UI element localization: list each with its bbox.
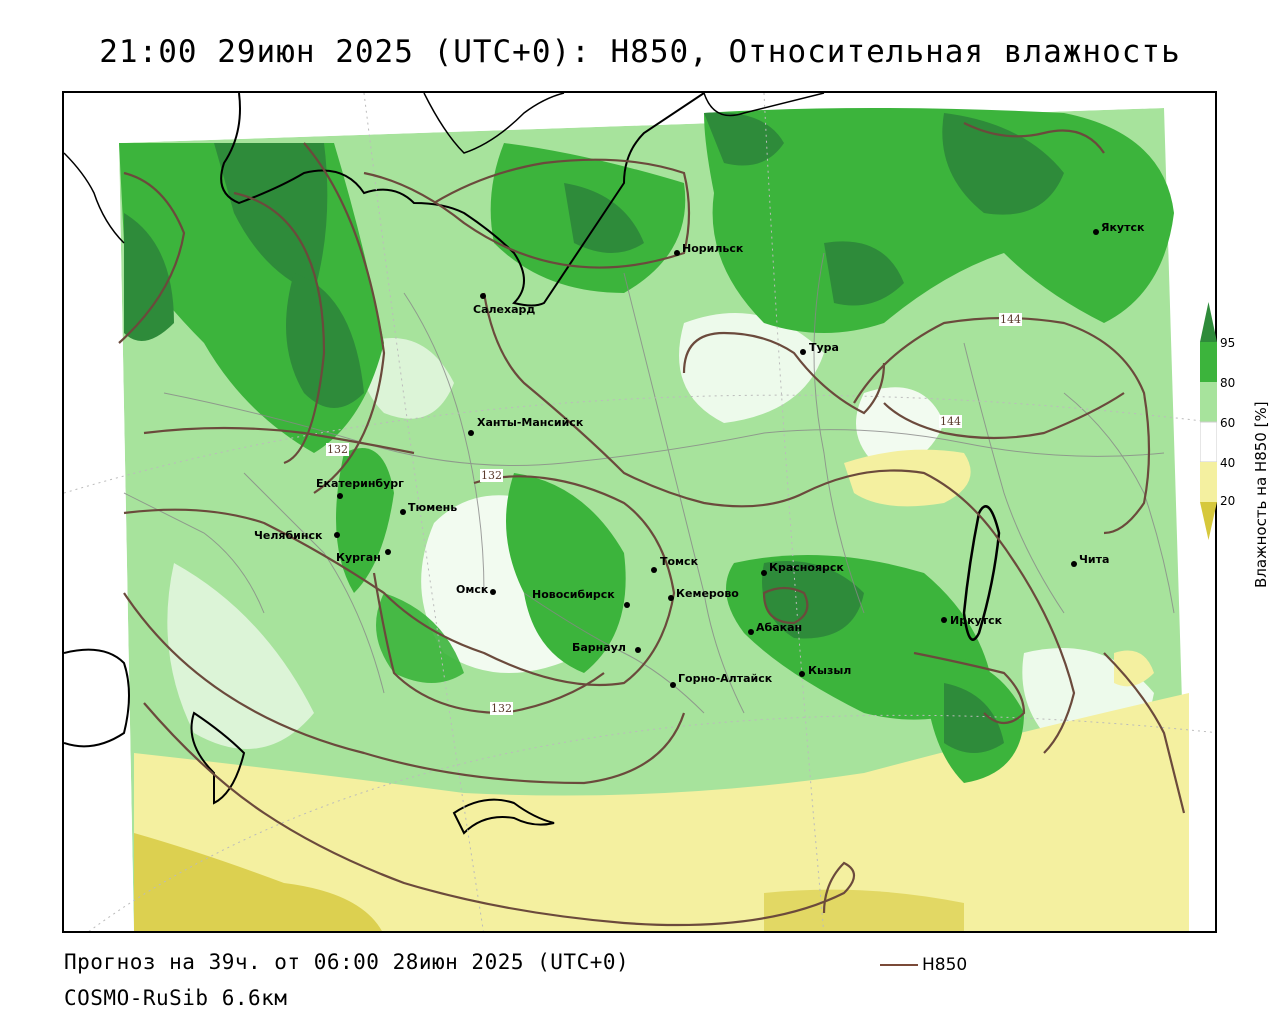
city-marker (761, 570, 767, 576)
h850-legend-label: H850 (922, 955, 968, 975)
city-marker (1093, 229, 1099, 235)
colorbar-segment-40-60 (1200, 421, 1217, 463)
colorbar-segment-above95 (1200, 302, 1217, 342)
h850-line-swatch (880, 964, 918, 966)
colorbar-segment-20-40 (1200, 462, 1217, 502)
colorbar-tick-label: 40 (1220, 456, 1236, 470)
city-label: Кемерово (676, 587, 739, 600)
city-label: Горно-Алтайск (678, 672, 773, 685)
city-marker (400, 509, 406, 515)
contour-label: 132 (490, 702, 513, 715)
city-label: Челябинск (254, 529, 323, 542)
city-label: Курган (336, 551, 381, 564)
contour-label: 132 (480, 469, 503, 482)
city-marker (674, 250, 680, 256)
city-marker (941, 617, 947, 623)
humidity-field (64, 93, 1215, 931)
city-label: Барнаул (572, 641, 626, 654)
city-marker (468, 430, 474, 436)
city-marker (624, 602, 630, 608)
city-label: Ханты-Мансийск (477, 416, 584, 429)
colorbar-tick-label: 95 (1220, 336, 1236, 350)
city-label: Иркутск (950, 614, 1003, 627)
forecast-info: Прогноз на 39ч. от 06:00 28июн 2025 (UTC… (64, 950, 630, 974)
city-label: Абакан (756, 621, 803, 634)
humidity-colorbar (1200, 302, 1217, 540)
city-marker (385, 549, 391, 555)
city-marker (480, 293, 486, 299)
contour-label: 144 (939, 415, 962, 428)
map-title: 21:00 29июн 2025 (UTC+0): Н850, Относите… (99, 34, 1181, 70)
model-name: COSMO-RuSib 6.6км (64, 986, 288, 1010)
contour-label: 132 (326, 443, 349, 456)
city-marker (651, 567, 657, 573)
city-marker (635, 647, 641, 653)
city-marker (337, 493, 343, 499)
city-label: Омск (456, 583, 489, 596)
colorbar-label: Влажность на H850 [%] (1252, 401, 1270, 588)
city-label: Норильск (682, 242, 744, 255)
city-label: Тюмень (408, 501, 458, 514)
city-marker (334, 532, 340, 538)
city-marker (490, 589, 496, 595)
city-label: Тура (809, 341, 839, 354)
city-marker (748, 629, 754, 635)
city-label: Салехард (473, 303, 536, 316)
map-panel: 144 144 132 132 132 Якутск Норильск Сале… (62, 91, 1217, 933)
colorbar-tick-label: 20 (1220, 494, 1236, 508)
city-marker (670, 682, 676, 688)
city-marker (800, 349, 806, 355)
colorbar-segment-80-95 (1200, 342, 1217, 382)
city-label: Кызыл (808, 664, 852, 677)
city-label: Новосибирск (532, 588, 615, 601)
city-label: Красноярск (769, 561, 844, 574)
colorbar-tick-label: 60 (1220, 416, 1236, 430)
colorbar-segment-below20 (1200, 502, 1217, 540)
city-marker (799, 671, 805, 677)
city-marker (1071, 561, 1077, 567)
h850-legend: H850 (880, 955, 967, 975)
contour-label: 144 (999, 313, 1022, 326)
city-label: Екатеринбург (316, 477, 404, 490)
city-label: Якутск (1101, 221, 1145, 234)
city-label: Чита (1079, 553, 1110, 566)
colorbar-tick-label: 80 (1220, 376, 1236, 390)
city-marker (668, 595, 674, 601)
colorbar-segment-60-80 (1200, 382, 1217, 422)
city-label: Томск (660, 555, 699, 568)
